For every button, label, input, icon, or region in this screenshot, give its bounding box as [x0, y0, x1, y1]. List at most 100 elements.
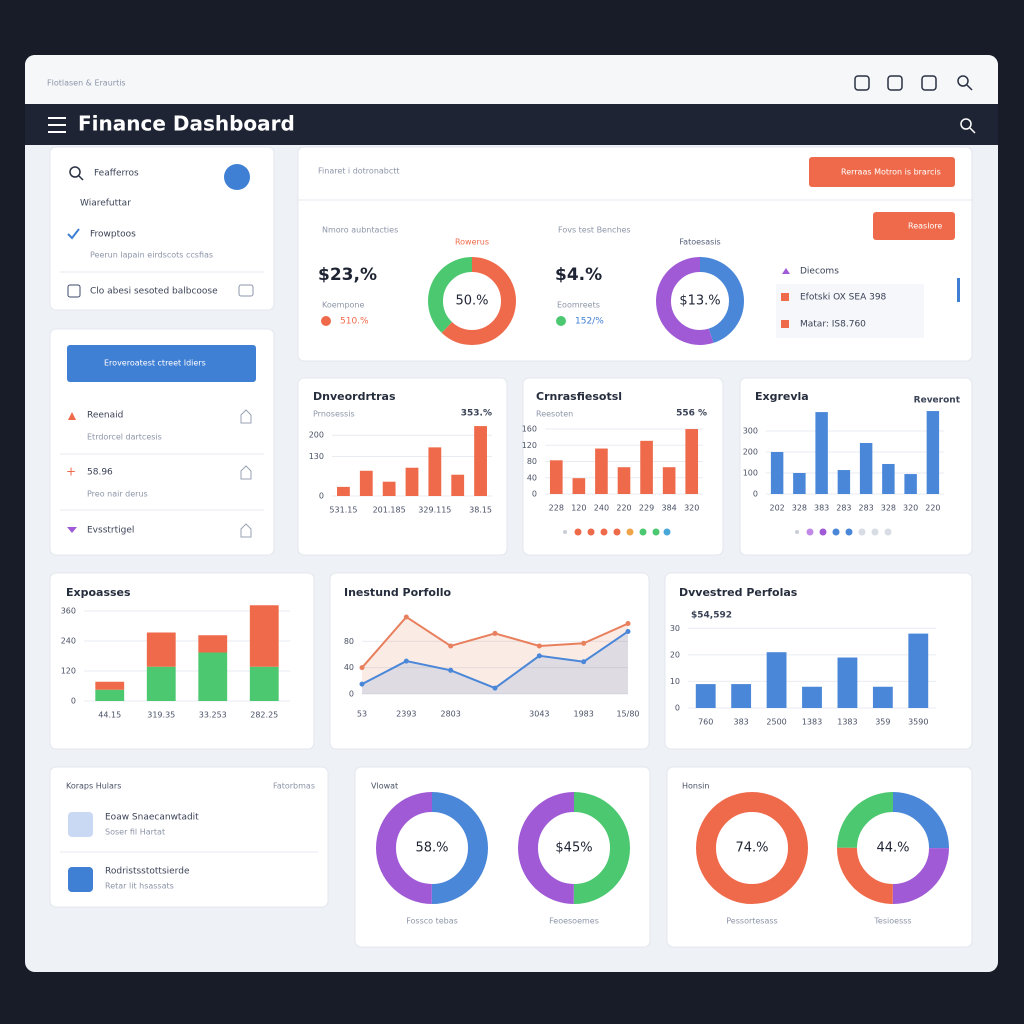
bar	[198, 635, 228, 653]
legend-icon	[781, 320, 789, 328]
icon[interactable]	[887, 75, 903, 91]
donut-segment	[837, 792, 949, 904]
search-icon	[966, 84, 973, 91]
bar	[198, 652, 228, 701]
sidebar-search[interactable]: Feafferros	[94, 169, 139, 179]
kpi-change: 152/%	[575, 317, 604, 327]
scrollbar[interactable]	[957, 278, 960, 302]
donut-center-label: 74.%	[735, 841, 768, 856]
x-tick-label: 1383	[802, 718, 822, 727]
x-tick-label: 531.15	[329, 506, 357, 515]
filter-button[interactable]	[67, 345, 256, 382]
sidebar-item[interactable]: Frowptoos	[90, 230, 136, 240]
x-tick-label: 201.185	[373, 506, 406, 515]
donut-segment	[696, 792, 808, 904]
bar	[382, 481, 396, 496]
donut-segment	[656, 257, 744, 345]
donut-center-label: 50.%	[455, 294, 488, 309]
pager-dots	[563, 528, 892, 536]
action-button[interactable]	[809, 157, 955, 187]
legend-icon	[781, 293, 789, 301]
kpi-sub: Eoomreets	[557, 301, 600, 310]
x-tick-label: 220	[925, 504, 940, 513]
bar	[146, 632, 176, 667]
header-search[interactable]	[960, 118, 976, 134]
x-tick-label: 44.15	[98, 711, 121, 720]
filter-item[interactable]: Evsstrtigel	[87, 526, 134, 536]
y-tick-label: 40	[527, 473, 537, 482]
accounts-title: Koraps Hulars	[66, 782, 121, 791]
y-tick-label: 10	[670, 677, 680, 686]
header-bar	[25, 104, 998, 145]
legend-item: Diecoms	[800, 267, 839, 277]
bar	[549, 460, 563, 494]
x-tick-label: 320	[684, 504, 699, 513]
x-tick-label: 229	[639, 504, 654, 513]
sidebar-item[interactable]: Wiarefuttar	[80, 199, 131, 209]
y-tick-label: 120	[522, 441, 537, 450]
point	[581, 640, 587, 646]
y-tick-label: 160	[522, 425, 537, 434]
filter-item[interactable]: 58.96	[87, 468, 113, 478]
action-button-label[interactable]: Rerraas Motron is brarcis	[841, 168, 941, 177]
icon[interactable]	[238, 284, 254, 297]
point	[625, 621, 631, 627]
action-button-label[interactable]: Reaslore	[908, 222, 942, 231]
chart-annotation: 556 %	[676, 409, 707, 419]
bar	[572, 478, 586, 494]
x-tick-label: 240	[594, 504, 609, 513]
menu-icon[interactable]	[48, 117, 66, 133]
y-tick-label: 80	[344, 637, 354, 646]
point	[403, 614, 409, 620]
chart-title: Exgrevla	[755, 390, 809, 403]
filter-button-label[interactable]: Eroveroatest ctreet Idiers	[104, 359, 206, 368]
icon[interactable]	[921, 75, 937, 91]
bar	[249, 666, 279, 701]
x-tick-label: 320	[903, 504, 918, 513]
donut-center-label: 44.%	[876, 841, 909, 856]
y-tick-label: 0	[349, 690, 354, 699]
x-tick-label: 2393	[396, 710, 416, 719]
x-tick-label: 15/80	[616, 710, 639, 719]
search-icon[interactable]	[957, 75, 969, 87]
x-tick-label: 3043	[529, 710, 549, 719]
plus-icon: +	[66, 465, 76, 479]
chart-subtitle: Reesoten	[536, 410, 573, 419]
bar	[859, 442, 873, 494]
x-tick-label: 328	[881, 504, 896, 513]
area	[362, 631, 628, 694]
x-tick-label: 760	[698, 718, 713, 727]
kpi-value: $4.%	[555, 265, 602, 285]
bar	[766, 652, 787, 708]
x-tick-label: 33.253	[199, 711, 227, 720]
icon[interactable]	[854, 75, 870, 91]
donut-center-label: $45%	[555, 841, 592, 856]
bar	[95, 681, 125, 690]
bar	[617, 467, 631, 494]
point	[448, 667, 454, 673]
sidebar-link[interactable]: Clo abesi sesoted balbcoose	[90, 287, 218, 297]
accounts-link[interactable]: Fatorbmas	[273, 782, 315, 791]
filter-item[interactable]: Reenaid	[87, 411, 123, 421]
avatar[interactable]	[224, 164, 250, 190]
x-tick-label: 383	[734, 718, 749, 727]
header-title: Finance Dashboard	[78, 112, 295, 136]
y-tick-label: 40	[344, 663, 354, 672]
legend-icon	[782, 268, 790, 274]
point	[448, 643, 454, 649]
account-name[interactable]: Eoaw Snaecanwtadit	[105, 813, 199, 823]
donut-segment	[428, 257, 516, 345]
icon	[67, 527, 77, 533]
x-tick-label: 53	[357, 710, 367, 719]
summary-title: Finaret i dotronabctt	[318, 167, 400, 176]
point	[359, 665, 365, 671]
chart-annotation: Reveront	[914, 396, 961, 406]
action-button[interactable]	[873, 212, 955, 240]
account-name[interactable]: Rodristsstottsierde	[105, 867, 190, 877]
y-tick-label: 0	[675, 704, 680, 713]
x-tick-label: 383	[814, 504, 829, 513]
legend-box	[776, 284, 924, 338]
point	[536, 653, 542, 659]
chart-panel	[522, 377, 724, 556]
